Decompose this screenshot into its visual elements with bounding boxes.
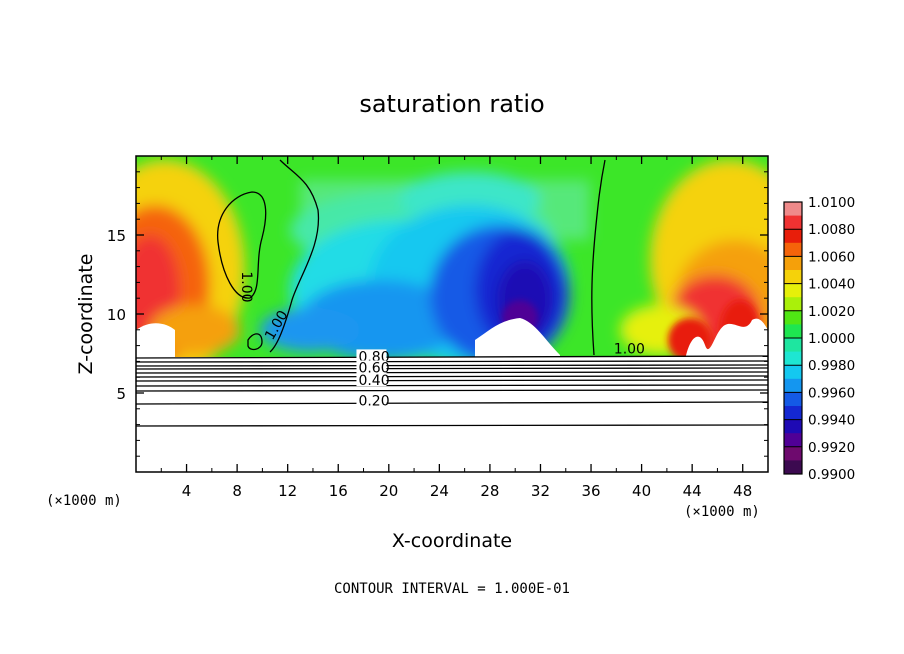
contour-label-bg	[356, 360, 387, 374]
colorbar-segment	[784, 283, 802, 298]
colorbar-label: 1.0000	[808, 331, 855, 347]
contour-label: 1.00	[238, 271, 254, 302]
colorbar-segment	[784, 365, 802, 380]
colorbar-segment	[784, 433, 802, 448]
colorbar-segment	[784, 446, 802, 461]
x-tick-label: 8	[232, 482, 242, 500]
colorbar-segment	[784, 215, 802, 230]
x-tick-label: 36	[581, 482, 600, 500]
y-axis-ticks: 5 10 15	[107, 171, 768, 457]
contour-label: 0.40	[358, 373, 389, 389]
colorbar-segment	[784, 460, 802, 475]
x-tick-label: 4	[182, 482, 192, 500]
y-axis-label: Z-coordinate	[75, 254, 97, 375]
x-unit-left: (×1000 m)	[46, 493, 122, 509]
contour-label-bg	[356, 349, 387, 363]
colorbar-segment	[784, 351, 802, 366]
colorbar-label: 0.9920	[808, 440, 855, 456]
colorbar-label: 0.9960	[808, 385, 855, 401]
contour-label-bg	[356, 373, 387, 387]
colorbar-segment	[784, 310, 802, 325]
colorbar-segment	[784, 419, 802, 434]
contour-labels: 1.001.001.000.800.600.400.20	[238, 271, 645, 410]
contour-label: 0.60	[358, 360, 389, 376]
x-axis-label: X-coordinate	[392, 530, 512, 552]
chart-title: saturation ratio	[359, 90, 544, 118]
x-unit-right: (×1000 m)	[684, 504, 760, 520]
colorbar-label: 1.0040	[808, 277, 855, 293]
colorbar-label: 1.0060	[808, 249, 855, 265]
colorbar-segment	[784, 242, 802, 257]
x-tick-label: 44	[683, 482, 702, 500]
x-tick-label: 24	[430, 482, 449, 500]
x-tick-label: 12	[278, 482, 297, 500]
colorbar-label: 0.9940	[808, 413, 855, 429]
contour-interval-note: CONTOUR INTERVAL = 1.000E-01	[334, 581, 570, 597]
y-tick-label: 5	[116, 385, 126, 403]
x-tick-label: 32	[531, 482, 550, 500]
contour-label: 0.20	[358, 394, 389, 410]
colorbar-segment	[784, 378, 802, 393]
colorbar-segment	[784, 297, 802, 312]
colorbar-segment	[784, 406, 802, 421]
contour-lines	[136, 159, 768, 427]
x-tick-label: 40	[632, 482, 651, 500]
y-tick-label: 10	[107, 306, 126, 324]
contour-label-bg	[356, 393, 387, 407]
contour-label: 1.00	[614, 342, 645, 358]
colorbar-segment	[784, 229, 802, 244]
x-tick-label: 48	[733, 482, 752, 500]
colorbar-segment	[784, 392, 802, 407]
colorbar: 1.0100 1.0080 1.0060 1.0040 1.0020 1.0000 0.99…	[783, 195, 855, 483]
colorbar-label: 1.0080	[808, 222, 855, 238]
y-tick-label: 15	[107, 227, 126, 245]
colorbar-label: 0.9900	[808, 467, 855, 483]
colorbar-segment	[784, 324, 802, 339]
colorbar-label: 0.9980	[808, 358, 855, 374]
colorbar-label: 1.0020	[808, 304, 855, 320]
x-tick-label: 28	[480, 482, 499, 500]
x-tick-label: 16	[329, 482, 348, 500]
colorbar-segment	[784, 270, 802, 285]
colorbar-label: 1.0100	[808, 195, 855, 211]
x-tick-label: 20	[379, 482, 398, 500]
colorbar-segment	[784, 338, 802, 353]
x-axis-ticks: 4 8 12 16 20 24 28 32 36 40 44 48	[160, 156, 752, 500]
colorbar-segment	[784, 256, 802, 271]
colorbar-segment	[784, 202, 802, 217]
